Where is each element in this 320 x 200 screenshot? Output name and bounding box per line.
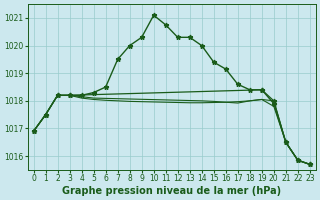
X-axis label: Graphe pression niveau de la mer (hPa): Graphe pression niveau de la mer (hPa) <box>62 186 281 196</box>
